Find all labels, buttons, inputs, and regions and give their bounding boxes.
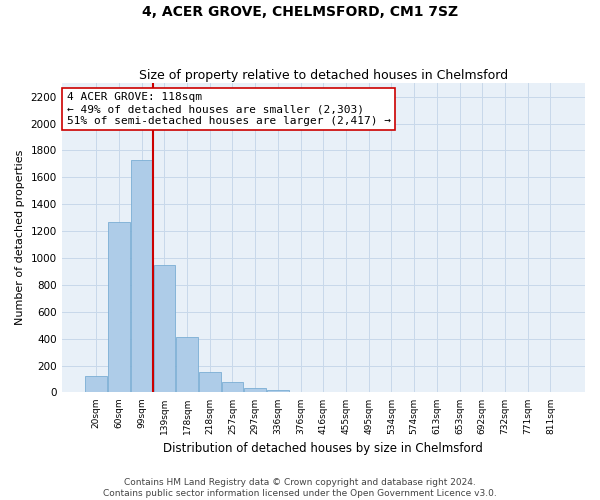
Text: 4 ACER GROVE: 118sqm
← 49% of detached houses are smaller (2,303)
51% of semi-de: 4 ACER GROVE: 118sqm ← 49% of detached h… xyxy=(67,92,391,126)
Title: Size of property relative to detached houses in Chelmsford: Size of property relative to detached ho… xyxy=(139,69,508,82)
Bar xyxy=(267,390,289,392)
Bar xyxy=(108,222,130,392)
Bar xyxy=(222,382,243,392)
Bar xyxy=(85,376,107,392)
Text: Contains HM Land Registry data © Crown copyright and database right 2024.
Contai: Contains HM Land Registry data © Crown c… xyxy=(103,478,497,498)
Y-axis label: Number of detached properties: Number of detached properties xyxy=(15,150,25,326)
Bar xyxy=(176,338,198,392)
Text: 4, ACER GROVE, CHELMSFORD, CM1 7SZ: 4, ACER GROVE, CHELMSFORD, CM1 7SZ xyxy=(142,5,458,19)
Bar xyxy=(154,264,175,392)
Bar xyxy=(199,372,221,392)
X-axis label: Distribution of detached houses by size in Chelmsford: Distribution of detached houses by size … xyxy=(163,442,483,455)
Bar xyxy=(244,388,266,392)
Bar xyxy=(131,160,152,392)
